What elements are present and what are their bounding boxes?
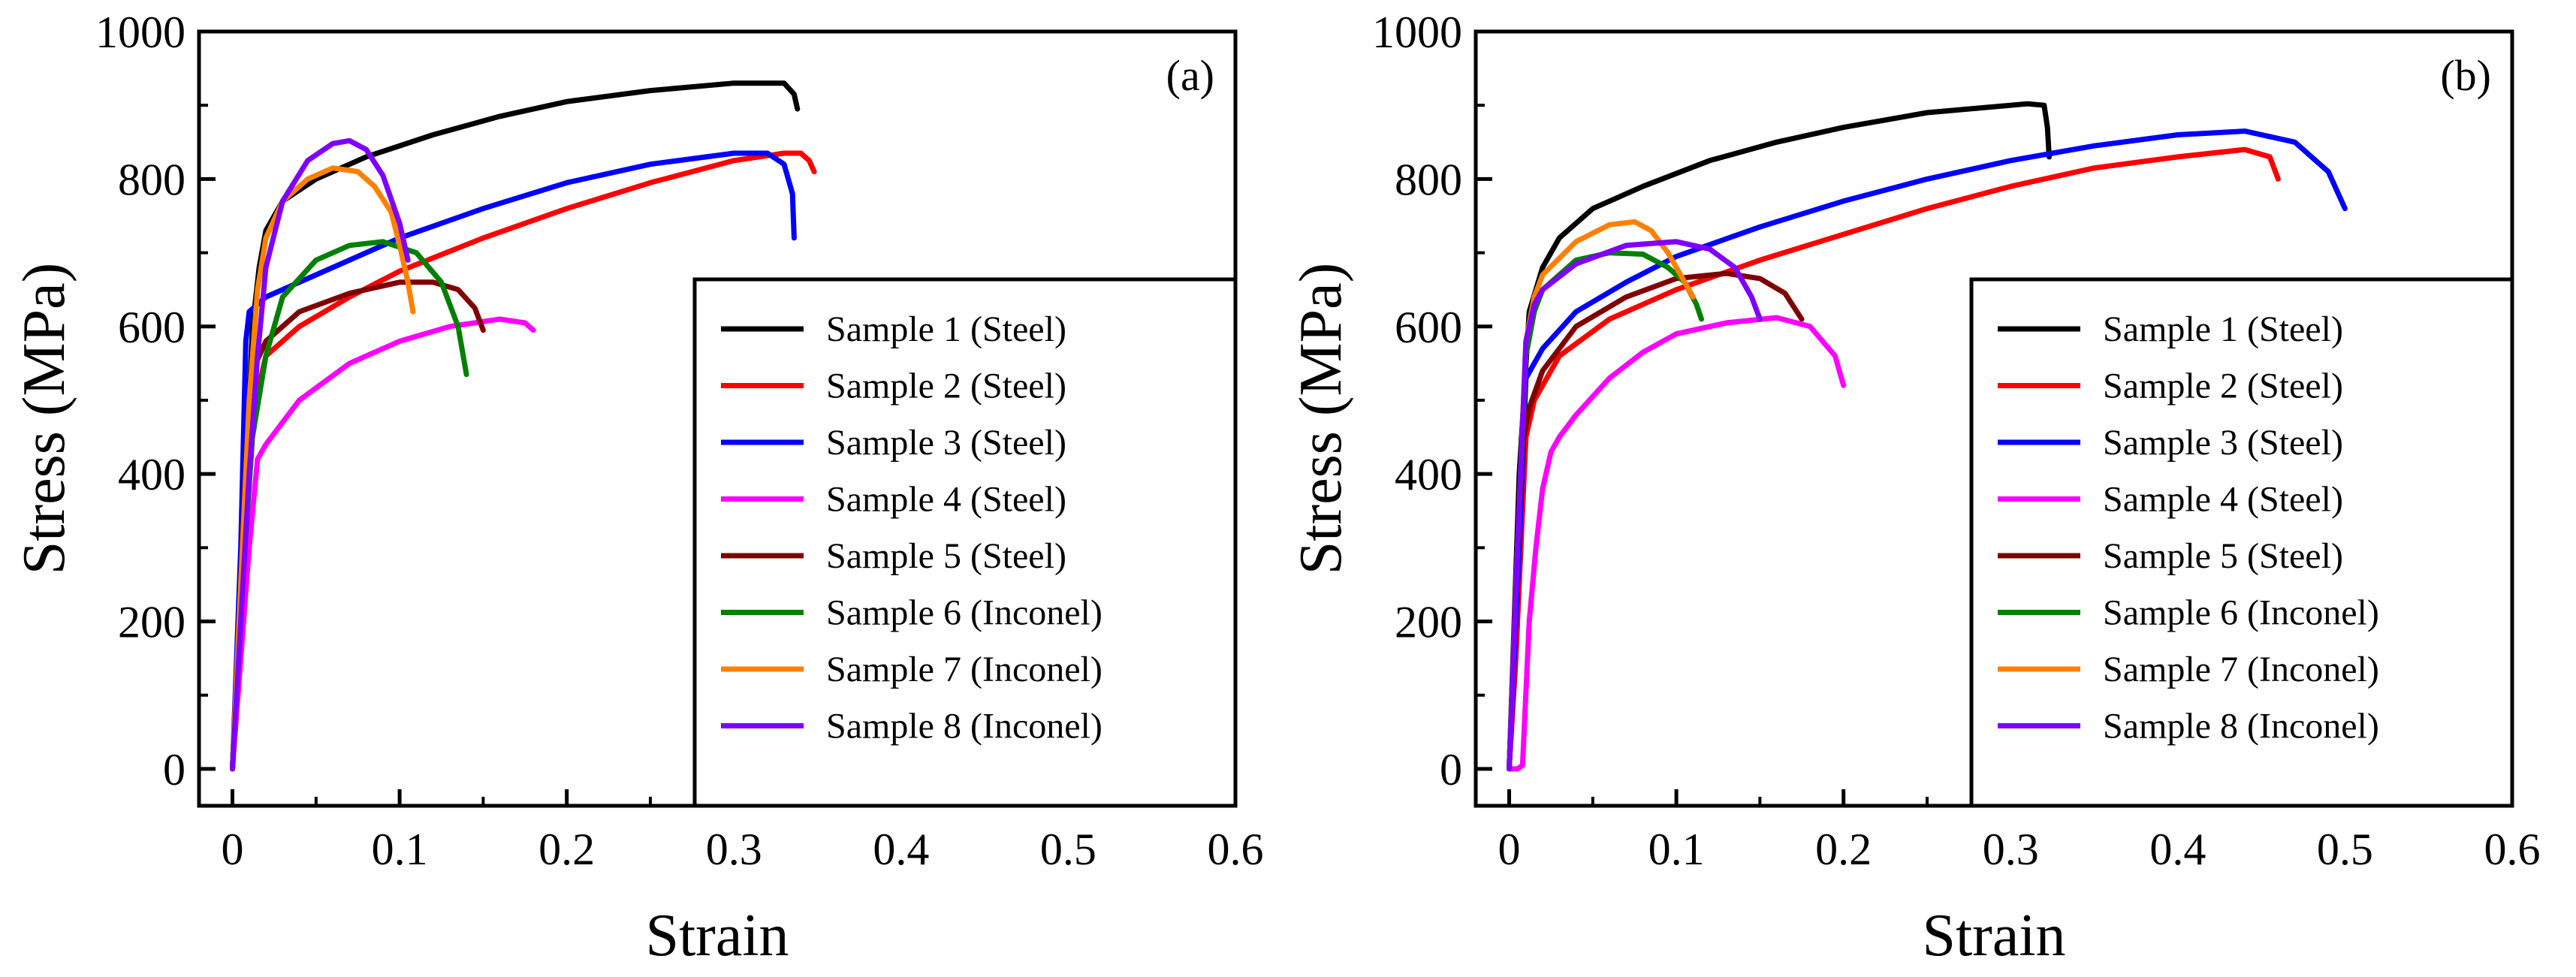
legend-label-sample-4: Sample 4 (Steel): [826, 480, 1066, 520]
legend-label-sample-4: Sample 4 (Steel): [2103, 480, 2343, 520]
legend-label-sample-3: Sample 3 (Steel): [2103, 423, 2343, 463]
series-line-sample-3: [1507, 128, 2348, 772]
x-axis-title: Strain: [1922, 903, 2065, 969]
y-tick-label: 0: [1440, 745, 1462, 795]
y-tick-label: 200: [1395, 598, 1462, 647]
x-tick-label: 0.3: [706, 825, 762, 874]
x-tick-label: 0.3: [1983, 825, 2039, 874]
legend: Sample 1 (Steel) Sample 2 (Steel) Sample 3…: [692, 277, 1238, 808]
y-tick-label: 400: [118, 450, 186, 499]
series-line-sample-4: [230, 316, 536, 772]
y-axis-title: Stress (MPa): [1288, 263, 1354, 575]
y-tick-label: 0: [163, 745, 186, 795]
series-lines: [1507, 101, 2348, 772]
legend: Sample 1 (Steel) Sample 2 (Steel) Sample 3…: [1969, 277, 2514, 808]
legend-label-sample-2: Sample 2 (Steel): [826, 366, 1066, 406]
x-tick-label: 0.5: [2317, 825, 2373, 874]
x-tick-label: 0.1: [1648, 825, 1705, 874]
legend-label-sample-7: Sample 7 (Inconel): [2103, 650, 2379, 689]
x-axis-title: Strain: [645, 903, 789, 969]
legend-label-sample-5: Sample 5 (Steel): [2103, 536, 2343, 576]
y-tick-label: 1000: [95, 8, 186, 57]
series-line-sample-7: [230, 165, 416, 772]
series-line-sample-4: [1507, 315, 1847, 772]
legend-label-sample-8: Sample 8 (Inconel): [826, 707, 1102, 746]
legend-label-sample-1: Sample 1 (Steel): [826, 309, 1066, 349]
legend-box: [692, 277, 1238, 808]
y-tick-label: 400: [1395, 450, 1462, 499]
series-line-sample-1: [1507, 101, 2052, 772]
series-line-sample-3: [230, 150, 797, 772]
legend-label-sample-6: Sample 6 (Inconel): [826, 593, 1102, 633]
x-tick-label: 0.2: [538, 825, 595, 874]
legend-label-sample-5: Sample 5 (Steel): [826, 536, 1066, 576]
panel-label: (b): [2440, 51, 2491, 100]
y-axis-title: Stress (MPa): [11, 263, 77, 575]
x-tick-label: 0.1: [372, 825, 428, 874]
y-tick-label: 1000: [1372, 8, 1462, 57]
legend-label-sample-3: Sample 3 (Steel): [826, 423, 1066, 463]
chart-panel-b: 0 0.1 0.2 0.3 0.4 0.5 0.6 0 200 400 600 800 1000 Stra…: [1288, 8, 2541, 969]
x-tick-label: 0.5: [1040, 825, 1096, 874]
legend-label-sample-2: Sample 2 (Steel): [2103, 366, 2343, 406]
series-line-sample-8: [1507, 239, 1763, 772]
x-tick-label: 0: [1498, 825, 1521, 874]
y-tick-label: 600: [1395, 303, 1462, 352]
legend-label-sample-7: Sample 7 (Inconel): [826, 650, 1102, 689]
x-tick-label: 0.6: [1208, 825, 1264, 874]
panel-label: (a): [1166, 51, 1214, 100]
x-tick-label: 0.4: [2149, 825, 2206, 874]
x-tick-label: 0.2: [1815, 825, 1872, 874]
x-tick-label: 0.6: [2484, 825, 2541, 874]
y-tick-label: 800: [1395, 155, 1462, 204]
y-tick-label: 200: [118, 598, 186, 647]
legend-label-sample-6: Sample 6 (Inconel): [2103, 593, 2379, 633]
x-tick-label: 0: [222, 825, 244, 874]
chart-panel-a: 0 0.1 0.2 0.3 0.4 0.5 0.6 0 200 400 600 800 1000 Stra…: [11, 8, 1264, 969]
legend-label-sample-8: Sample 8 (Inconel): [2103, 707, 2379, 746]
series-line-sample-6: [230, 239, 469, 772]
x-tick-label: 0.4: [873, 825, 929, 874]
series-line-sample-8: [230, 137, 411, 772]
legend-box: [1969, 277, 2514, 808]
y-tick-label: 800: [118, 155, 186, 204]
series-lines: [230, 80, 817, 772]
y-tick-label: 600: [118, 303, 186, 352]
legend-label-sample-1: Sample 1 (Steel): [2103, 309, 2343, 349]
